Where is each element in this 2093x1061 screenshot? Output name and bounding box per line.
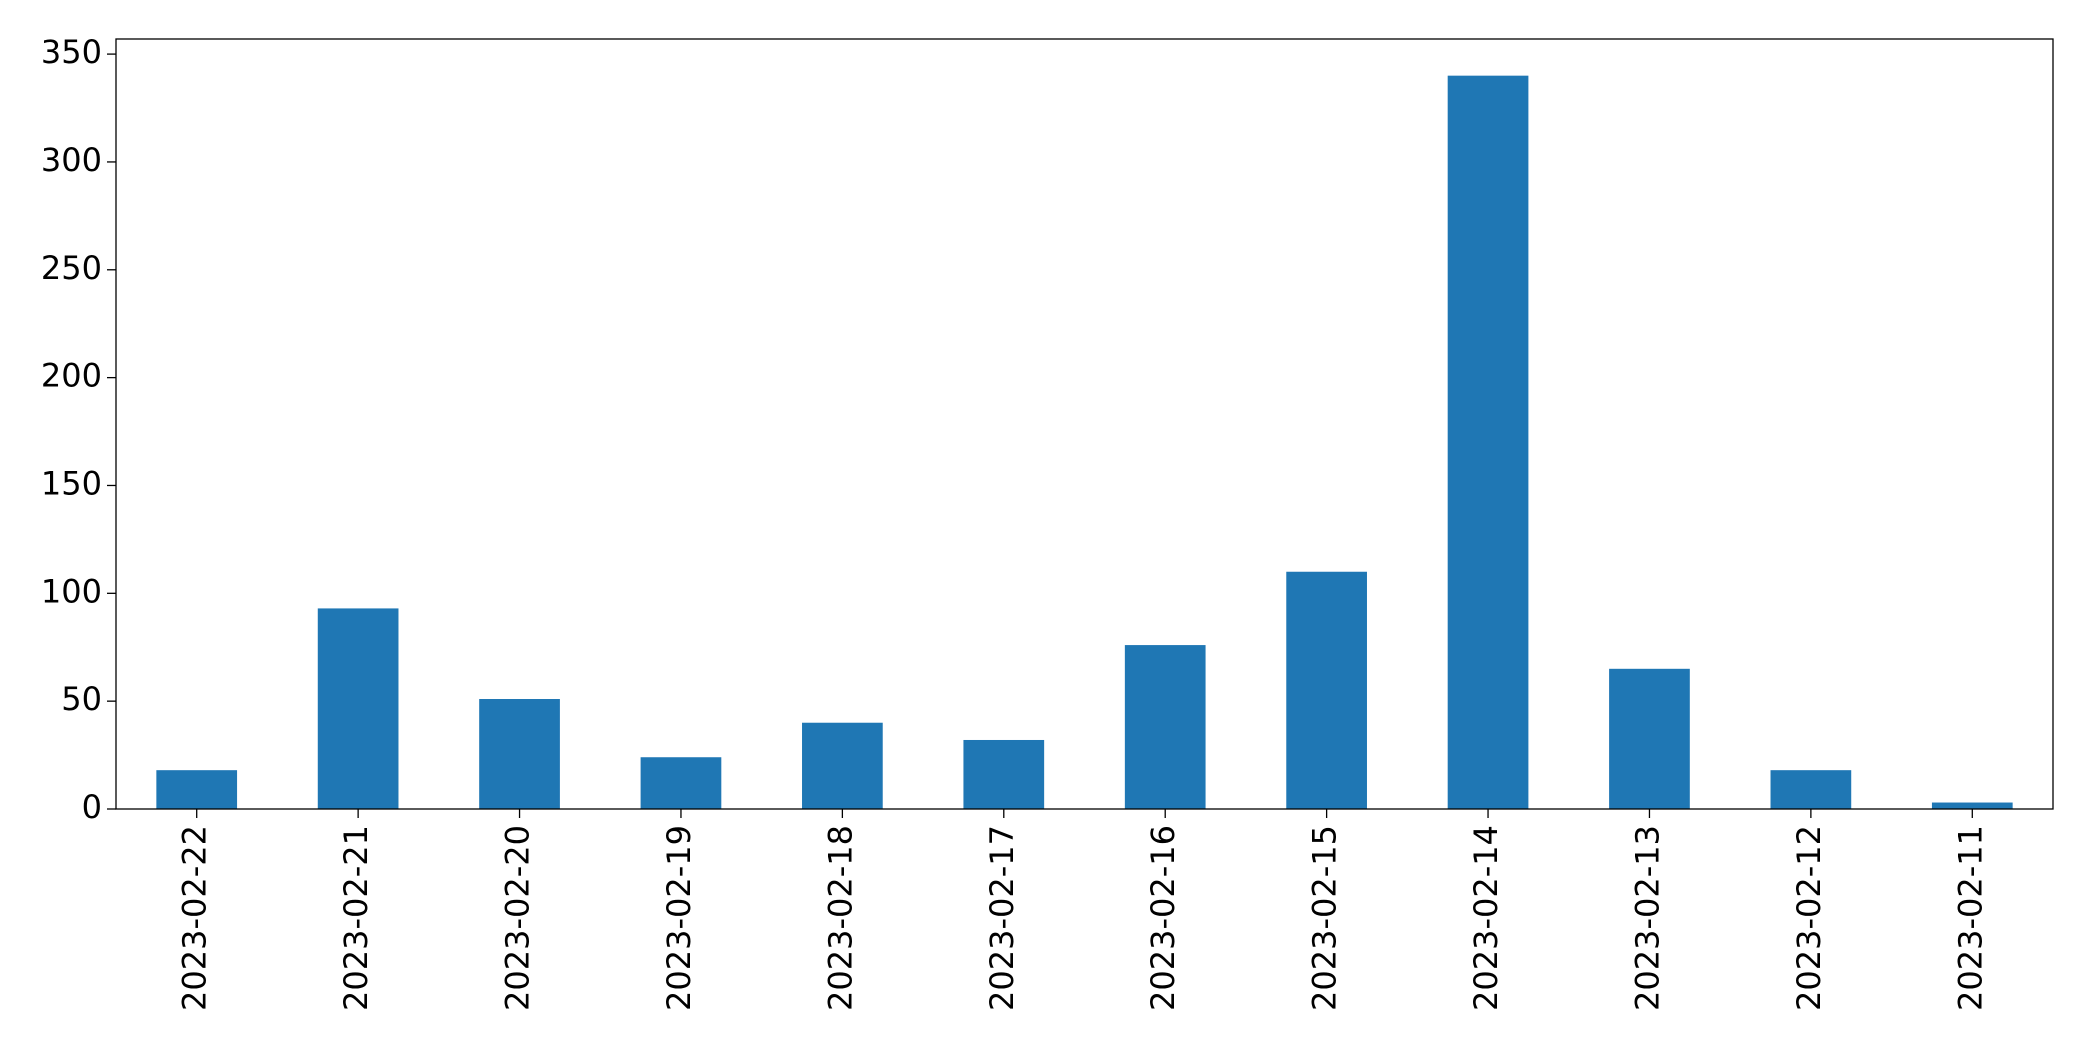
y-tick-label: 350: [41, 33, 102, 71]
bar: [1931, 802, 2013, 809]
x-tick-label: 2023-02-16: [1144, 825, 1182, 1011]
plot-frame: [115, 38, 2054, 810]
bar: [640, 757, 722, 809]
bar: [1770, 770, 1852, 809]
x-tick-label: 2023-02-18: [821, 825, 859, 1011]
x-tick-label: 2023-02-14: [1467, 825, 1505, 1011]
y-tick-label: 300: [41, 141, 102, 179]
x-tick-label: 2023-02-20: [499, 825, 537, 1011]
y-tick-label: 250: [41, 249, 102, 287]
bar: [156, 770, 238, 809]
y-tick-label: 100: [41, 572, 102, 610]
y-tick-label: 50: [61, 680, 102, 718]
bar: [802, 722, 883, 809]
bar: [1447, 75, 1529, 809]
x-tick-label: 2023-02-19: [660, 825, 698, 1011]
bar: [317, 608, 399, 809]
x-tick-label: 2023-02-21: [337, 825, 375, 1011]
x-tick-label: 2023-02-12: [1790, 825, 1828, 1011]
bar: [963, 739, 1045, 809]
x-tick-label: 2023-02-22: [176, 825, 214, 1011]
x-tick-label: 2023-02-15: [1306, 825, 1344, 1011]
bar: [479, 699, 560, 809]
y-tick-label: 200: [41, 357, 102, 395]
x-tick-label: 2023-02-17: [983, 825, 1021, 1011]
y-tick-label: 0: [82, 788, 102, 826]
y-tick-label: 150: [41, 464, 102, 502]
bar: [1286, 571, 1367, 809]
x-tick-label: 2023-02-13: [1628, 825, 1666, 1011]
bar: [1124, 645, 1206, 809]
bar: [1609, 668, 1690, 809]
x-tick-label: 2023-02-11: [1951, 825, 1989, 1011]
